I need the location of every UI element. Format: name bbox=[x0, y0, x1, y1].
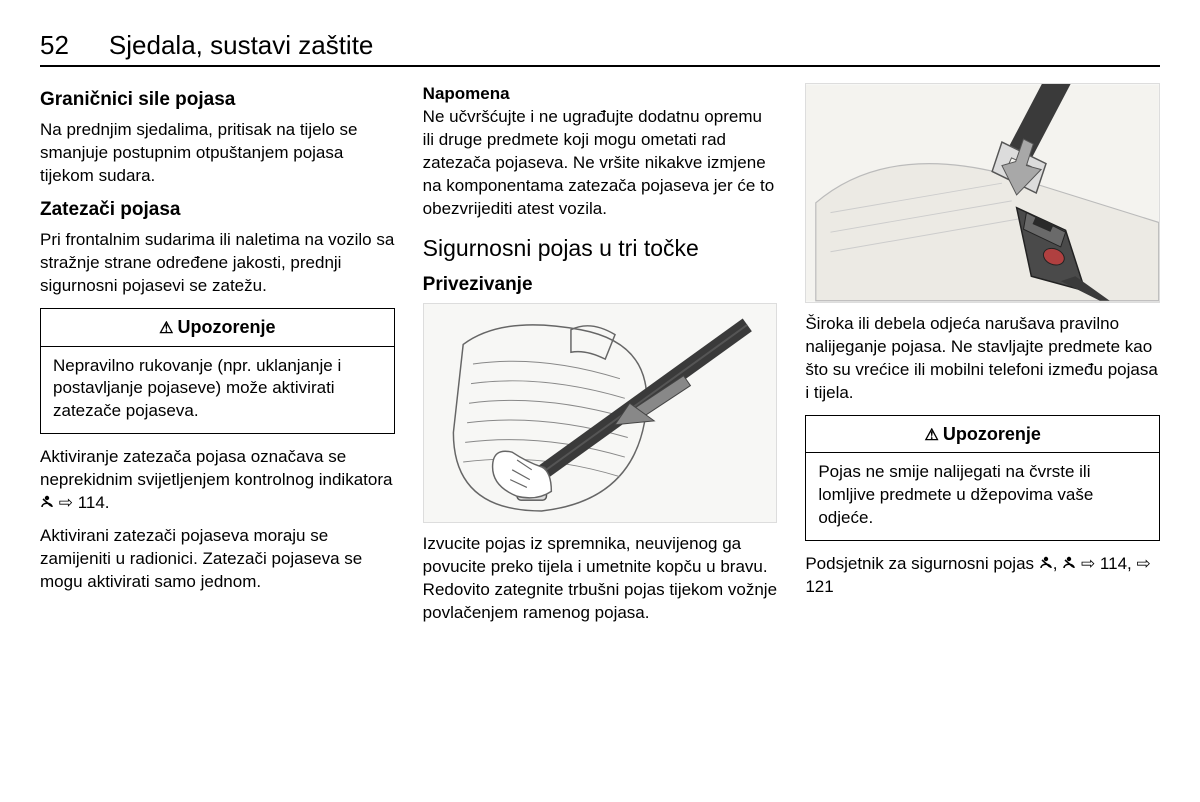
text: Podsjetnik za sigurnosni pojas bbox=[805, 554, 1038, 573]
paragraph: Na prednjim sjedalima, pritisak na tijel… bbox=[40, 119, 395, 188]
paragraph: Aktivirani zatezači pojaseva moraju se z… bbox=[40, 525, 395, 594]
warning-triangle-icon: ⚠ bbox=[159, 320, 173, 337]
warning-body: Pojas ne smije nalijegati na čvrste ili … bbox=[806, 453, 1159, 540]
chapter-title: Sjedala, sustavi zaštite bbox=[109, 30, 373, 61]
content-columns: Graničnici sile pojasa Na prednjim sjeda… bbox=[40, 83, 1160, 635]
heading-fastening: Privezivanje bbox=[423, 272, 778, 298]
warning-label: Upozorenje bbox=[943, 424, 1041, 444]
paragraph: Široka ili debela odjeća narušava pravil… bbox=[805, 313, 1160, 405]
page-reference: ⇨ 114. bbox=[59, 493, 110, 512]
paragraph: Pri frontalnim sudarima ili naletima na … bbox=[40, 229, 395, 298]
text: Aktiviranje zatezača pojasa označava se … bbox=[40, 447, 392, 489]
warning-body: Nepravilno rukovanje (npr. uklanjanje i … bbox=[41, 347, 394, 434]
heading-belt-pretensioners: Zatezači pojasa bbox=[40, 197, 395, 223]
heading-three-point-belt: Sigurnosni pojas u tri točke bbox=[423, 233, 778, 264]
warning-box: ⚠Upozorenje Pojas ne smije nalijegati na… bbox=[805, 415, 1160, 541]
seatbelt-reminder-icon bbox=[1039, 553, 1053, 576]
note-body: Ne učvršćujte i ne ugrađujte dodatnu opr… bbox=[423, 107, 775, 218]
seatbelt-indicator-icon bbox=[40, 492, 54, 515]
seatbelt-reminder-icon bbox=[1062, 553, 1076, 576]
illustration-insert-buckle bbox=[805, 83, 1160, 303]
warning-label: Upozorenje bbox=[178, 317, 276, 337]
warning-box: ⚠ Upozorenje Nepravilno rukovanje (npr. u… bbox=[40, 308, 395, 434]
paragraph-belt-reminder: Podsjetnik za sigurnosni pojas , ⇨ 114, … bbox=[805, 553, 1160, 599]
warning-title: ⚠ Upozorenje bbox=[41, 309, 394, 347]
illustration-fasten-belt bbox=[423, 303, 778, 523]
heading-belt-force-limiters: Graničnici sile pojasa bbox=[40, 87, 395, 113]
note-block: Napomena Ne učvršćujte i ne ugrađujte do… bbox=[423, 83, 778, 221]
column-3: Široka ili debela odjeća narušava pravil… bbox=[805, 83, 1160, 635]
warning-title: ⚠Upozorenje bbox=[806, 416, 1159, 454]
column-1: Graničnici sile pojasa Na prednjim sjeda… bbox=[40, 83, 395, 635]
page-header: 52 Sjedala, sustavi zaštite bbox=[40, 30, 1160, 67]
paragraph: Aktiviranje zatezača pojasa označava se … bbox=[40, 446, 395, 515]
page-number: 52 bbox=[40, 30, 69, 61]
paragraph: Izvucite pojas iz spremnika, neuvijenog … bbox=[423, 533, 778, 625]
warning-triangle-icon: ⚠ bbox=[925, 427, 939, 444]
note-title: Napomena bbox=[423, 84, 510, 103]
column-2: Napomena Ne učvršćujte i ne ugrađujte do… bbox=[423, 83, 778, 635]
